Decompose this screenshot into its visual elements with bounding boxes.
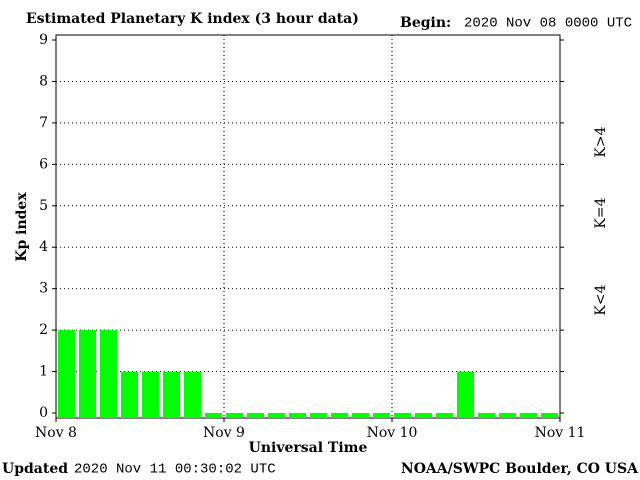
bar (520, 413, 537, 418)
bar (373, 413, 390, 418)
x-axis-label: Universal Time (249, 440, 368, 456)
bar (184, 371, 201, 418)
y-tick-label: 7 (39, 115, 48, 131)
bar (310, 413, 327, 418)
updated-label: Updated (2, 461, 68, 477)
bar (352, 413, 369, 418)
y-tick-label: 8 (39, 73, 48, 89)
x-tick-label: Nov 10 (367, 425, 418, 441)
bar (331, 413, 348, 418)
y-tick-label: 9 (39, 32, 48, 48)
y-tick-label: 0 (39, 405, 48, 421)
bar (478, 413, 495, 418)
bar (58, 330, 75, 418)
legend-entry: K<4 (593, 284, 609, 315)
x-tick-label: Nov 11 (535, 425, 586, 441)
source: NOAA/SWPC Boulder, CO USA (401, 461, 639, 477)
x-tick-label: Nov 8 (35, 425, 77, 441)
bar (121, 371, 138, 418)
y-tick-label: 5 (39, 198, 48, 214)
bar (394, 413, 411, 418)
chart-title: Estimated Planetary K index (3 hour data… (26, 11, 359, 27)
updated-value: 2020 Nov 11 00:30:02 UTC (74, 462, 276, 478)
bar (415, 413, 432, 418)
bar (247, 413, 264, 418)
bar (79, 330, 96, 418)
begin-value: 2020 Nov 08 0000 UTC (464, 16, 632, 32)
y-tick-label: 2 (39, 322, 48, 338)
bar (541, 413, 558, 418)
plot-frame (55, 34, 561, 419)
begin-label: Begin: (400, 15, 451, 31)
bar (142, 371, 159, 418)
y-tick-label: 3 (39, 281, 48, 297)
legend-entry: K=4 (593, 197, 609, 228)
y-tick-label: 1 (39, 364, 48, 380)
bar (436, 413, 453, 418)
y-axis-label: Kp index (14, 192, 30, 262)
bar (226, 413, 243, 418)
legend-entry: K>4 (593, 126, 609, 157)
bar (499, 413, 516, 418)
bar (268, 413, 285, 418)
y-tick-label: 6 (39, 156, 48, 172)
y-tick-label: 4 (39, 239, 48, 255)
bar (457, 371, 474, 418)
x-tick-label: Nov 9 (203, 425, 245, 441)
bar (100, 330, 117, 418)
bar (289, 413, 306, 418)
bar (205, 413, 222, 418)
bar (163, 371, 180, 418)
